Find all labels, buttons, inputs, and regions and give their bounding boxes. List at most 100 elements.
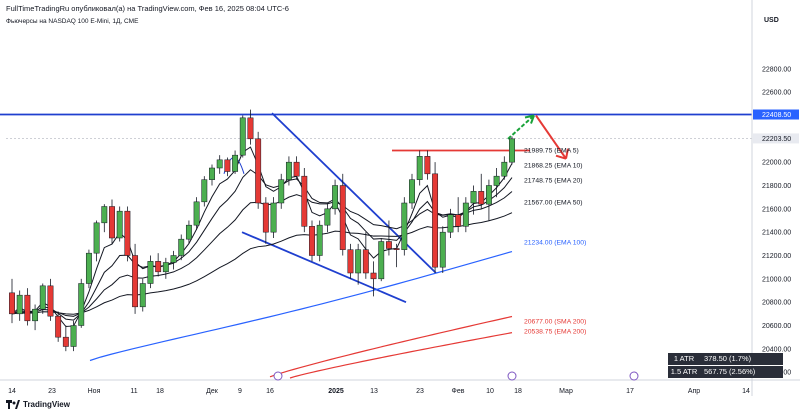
publisher-line: FullTimeTradingRu опубликовал(а) на Trad… (6, 4, 289, 13)
candle-body-45 (355, 249, 362, 274)
atr-2-name: 1.5 ATR (668, 366, 700, 378)
currency-label[interactable]: USD (764, 17, 779, 24)
atr-1: 1 ATR 378.50 (1.7%) (668, 353, 783, 365)
candle-body-53 (416, 156, 423, 180)
candle-body-6 (55, 315, 62, 338)
ema-100-line (89, 250, 513, 362)
atr-2: 1.5 ATR 567.75 (2.56%) (668, 366, 783, 378)
candle-body-10 (85, 252, 92, 284)
candle-body-2 (24, 294, 31, 322)
x-tick-label-7: 16 (266, 388, 274, 395)
ema-20-line (11, 191, 513, 317)
candle-body-40 (316, 224, 323, 256)
x-tick-label-2: Ноя (88, 388, 101, 395)
indicator-labels-layer: 21989.75 (EMA 5) 21868.25 (EMA 10) 21748.7… (524, 148, 586, 336)
candle-body-59 (462, 202, 469, 227)
candle-body-7 (62, 336, 69, 347)
candle-body-62 (485, 185, 492, 205)
candle-body-51 (401, 202, 408, 250)
candle-body-4 (39, 285, 46, 310)
y-tick-label-11: 20400.00 (762, 346, 791, 353)
x-tick-label-13: 18 (514, 388, 522, 395)
price-tag-1: 22203.50 (762, 136, 791, 143)
x-tick-label-12: 10 (486, 388, 494, 395)
y-tick-label-3: 22000.00 (762, 160, 791, 167)
candle-body-44 (347, 249, 354, 274)
candle-body-63 (493, 175, 500, 186)
candle-body-36 (285, 161, 292, 180)
candle-body-25 (201, 179, 208, 203)
candle-body-28 (224, 159, 231, 172)
candle-body-39 (309, 226, 315, 256)
candle-body-55 (432, 173, 439, 268)
candle-body-38 (301, 175, 308, 227)
candle-body-8 (70, 325, 77, 347)
candle-body-27 (216, 159, 223, 169)
ema-50-line (11, 212, 513, 315)
y-axis: 22800.0022600.0022200.0022000.0021800.00… (751, 0, 799, 396)
down-arrow-icon (535, 114, 567, 160)
event-marker-icon-2 (629, 371, 639, 381)
candle-body-0 (9, 292, 15, 315)
candle-body-48 (378, 241, 385, 280)
wedge-lower-line (241, 231, 407, 303)
candle-body-14 (116, 210, 123, 239)
x-tick-label-15: 17 (626, 388, 634, 395)
sma-200-line (269, 315, 513, 378)
candle-body-29 (232, 154, 239, 172)
y-tick-label-4: 21800.00 (762, 183, 791, 190)
price-tag-0: 22408.50 (762, 112, 791, 119)
candle-body-24 (193, 201, 200, 226)
atr-1-value: 378.50 (1.7%) (700, 353, 783, 365)
candle-body-61 (478, 191, 485, 205)
candles-layer (9, 109, 515, 352)
candle-body-11 (93, 222, 100, 254)
candle-body-5 (47, 285, 54, 317)
event-marker-icon-1 (507, 371, 517, 381)
candle-body-52 (409, 179, 415, 204)
price-tag-bg-0 (753, 109, 799, 120)
candle-body-65 (509, 138, 515, 163)
x-tick-label-1: 23 (48, 388, 56, 395)
x-tick-label-14: Мар (559, 388, 573, 395)
indicator-lines-layer (11, 146, 513, 379)
candle-body-15 (124, 210, 131, 256)
ema-5-line (11, 146, 513, 328)
candle-body-18 (147, 261, 154, 284)
candle-body-43 (339, 185, 346, 250)
y-tick-label-9: 20800.00 (762, 300, 791, 307)
brand-name: TradingView (23, 400, 70, 409)
candle-body-31 (247, 117, 254, 140)
tradingview-logo-icon (6, 400, 20, 409)
x-tick-label-0: 14 (8, 388, 16, 395)
candle-body-30 (239, 117, 246, 156)
y-tick-label-10: 20600.00 (762, 323, 791, 330)
instrument-line: Фьючерсы на NASDAQ 100 E-Mini, 1Д, CME (6, 18, 139, 25)
atr-2-value: 567.75 (2.56%) (700, 366, 783, 378)
candle-body-50 (393, 248, 400, 250)
y-tick-label-6: 21400.00 (762, 230, 791, 237)
candle-body-35 (278, 179, 285, 204)
x-tick-label-16: Апр (688, 388, 700, 395)
indicator-label-2: 21748.75 (EMA 20) (524, 178, 583, 185)
indicator-label-0: 21989.75 (EMA 5) (524, 148, 579, 155)
wedge-upper-line (271, 112, 437, 274)
y-tick-label-7: 21200.00 (762, 253, 791, 260)
indicator-label-5: 20677.00 (SMA 200) (524, 319, 586, 326)
x-tick-label-10: 23 (416, 388, 424, 395)
candle-body-20 (162, 262, 169, 273)
candle-body-13 (109, 206, 115, 239)
candle-body-57 (447, 214, 454, 233)
candle-body-41 (324, 208, 331, 226)
candle-body-37 (293, 161, 300, 177)
candle-body-60 (470, 191, 477, 204)
candle-body-19 (155, 261, 162, 273)
indicator-label-4: 21234.00 (EMA 100) (524, 240, 586, 247)
candle-body-42 (332, 185, 339, 210)
x-axis: 14 23 Ноя 11 18 Дек 9 16 2025 13 23 Фев 10 18 Мар 17 Апр… (0, 371, 800, 395)
candle-body-46 (362, 249, 369, 274)
brand[interactable]: TradingView (6, 400, 70, 409)
candle-body-56 (439, 231, 446, 268)
